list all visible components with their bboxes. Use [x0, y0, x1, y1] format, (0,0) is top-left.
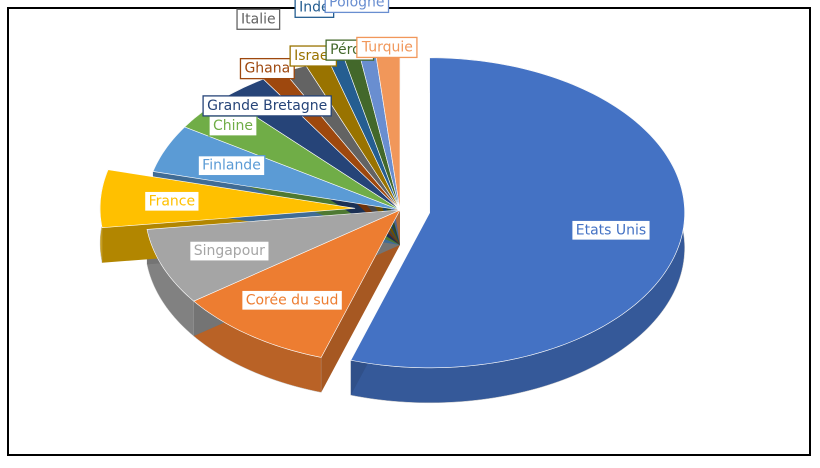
slice: [193, 209, 401, 358]
data-label-text: Israel: [294, 48, 332, 64]
slice-wall: [321, 210, 400, 393]
data-label-text: Turquie: [361, 39, 413, 55]
data-label: Ghana: [239, 57, 295, 80]
data-label: Corée du sud: [241, 289, 344, 311]
data-label-text: Etats Unis: [576, 222, 646, 238]
data-label-text: Inde: [299, 0, 330, 15]
data-label-text: Corée du sud: [246, 292, 339, 308]
data-label: Etats Unis: [571, 219, 651, 241]
data-label: Finlande: [197, 155, 266, 177]
data-label-text: Singapour: [194, 243, 265, 259]
data-label-box: [571, 219, 651, 241]
data-label-text: Ghana: [244, 61, 290, 77]
data-label-box: [241, 289, 344, 311]
data-label-text: Grande Bretagne: [207, 98, 327, 114]
data-label-box: [197, 155, 266, 177]
slice: [350, 57, 685, 369]
data-label-box: [202, 95, 332, 117]
data-label-text: Chine: [213, 118, 253, 134]
data-label: Grande Bretagne: [202, 95, 332, 117]
data-label: France: [143, 190, 200, 212]
slice: [99, 169, 356, 229]
data-label: Italie: [236, 8, 281, 30]
data-label: Inde: [294, 0, 335, 18]
data-label-box: [324, 0, 390, 14]
data-label-box: [356, 36, 418, 59]
data-label-text: France: [149, 193, 196, 209]
slice: [146, 209, 401, 302]
data-label: Turquie: [356, 36, 418, 59]
data-label-text: Pologne: [329, 0, 384, 10]
slice: [152, 126, 401, 211]
data-label: Chine: [208, 115, 258, 137]
data-label: Pologne: [324, 0, 390, 14]
data-label-box: [189, 240, 270, 262]
data-label-text: Finlande: [202, 158, 261, 174]
data-label: Israel: [289, 45, 338, 67]
data-label-text: Italie: [241, 11, 276, 27]
data-label-box: [239, 57, 295, 80]
data-label: Singapour: [189, 240, 270, 262]
data-label-box: [236, 8, 281, 30]
data-label-box: [143, 190, 200, 212]
